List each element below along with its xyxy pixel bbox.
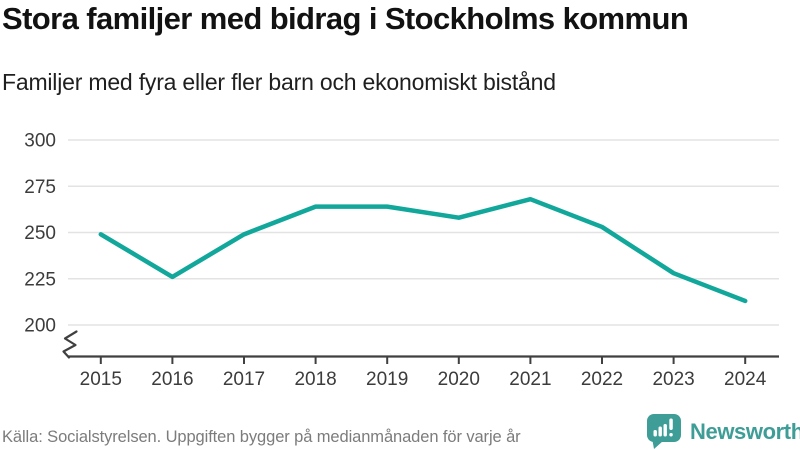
chart-title: Stora familjer med bidrag i Stockholms k… — [2, 1, 689, 36]
newsworthy-logo-text: Newsworthy — [690, 418, 800, 444]
source-note: Källa: Socialstyrelsen. Uppgiften bygger… — [2, 428, 521, 446]
logo-bar-3 — [663, 424, 667, 437]
x-axis-tick-label: 2022 — [581, 369, 623, 390]
x-axis-tick-label: 2021 — [509, 369, 551, 390]
x-axis-tick-label: 2019 — [366, 369, 408, 390]
y-axis-tick-label: 200 — [24, 316, 56, 337]
line-chart: 300 275 250 225 200 2015 2016 2017 2018 2019 2020 2… — [24, 131, 779, 390]
chart-subtitle: Familjer med fyra eller fler barn och ek… — [2, 69, 556, 95]
x-axis-tick-label: 2024 — [724, 369, 767, 390]
axis-break-icon — [62, 330, 78, 359]
x-axis-tick-label: 2018 — [294, 369, 336, 390]
logo-bar-1 — [653, 430, 657, 437]
data-series-line — [98, 196, 748, 304]
y-axis-tick-label: 275 — [24, 177, 56, 198]
logo-exclamation-stroke — [669, 418, 673, 430]
newsworthy-logo: Newsworthy — [646, 413, 800, 450]
x-axis-tick-label: 2023 — [652, 369, 694, 390]
x-axis-tick-label: 2017 — [223, 369, 265, 390]
x-axis-tick-label: 2016 — [151, 369, 193, 390]
newsworthy-logo-icon — [647, 414, 681, 449]
y-axis-tick-label: 300 — [24, 131, 56, 152]
y-axis-tick-label: 225 — [24, 269, 56, 290]
x-axis-tick-label: 2015 — [80, 369, 122, 390]
y-axis-tick-label: 250 — [24, 223, 56, 244]
logo-bar-2 — [658, 426, 662, 437]
logo-exclamation-dot — [669, 433, 673, 437]
x-axis-tick-label: 2020 — [438, 369, 480, 390]
